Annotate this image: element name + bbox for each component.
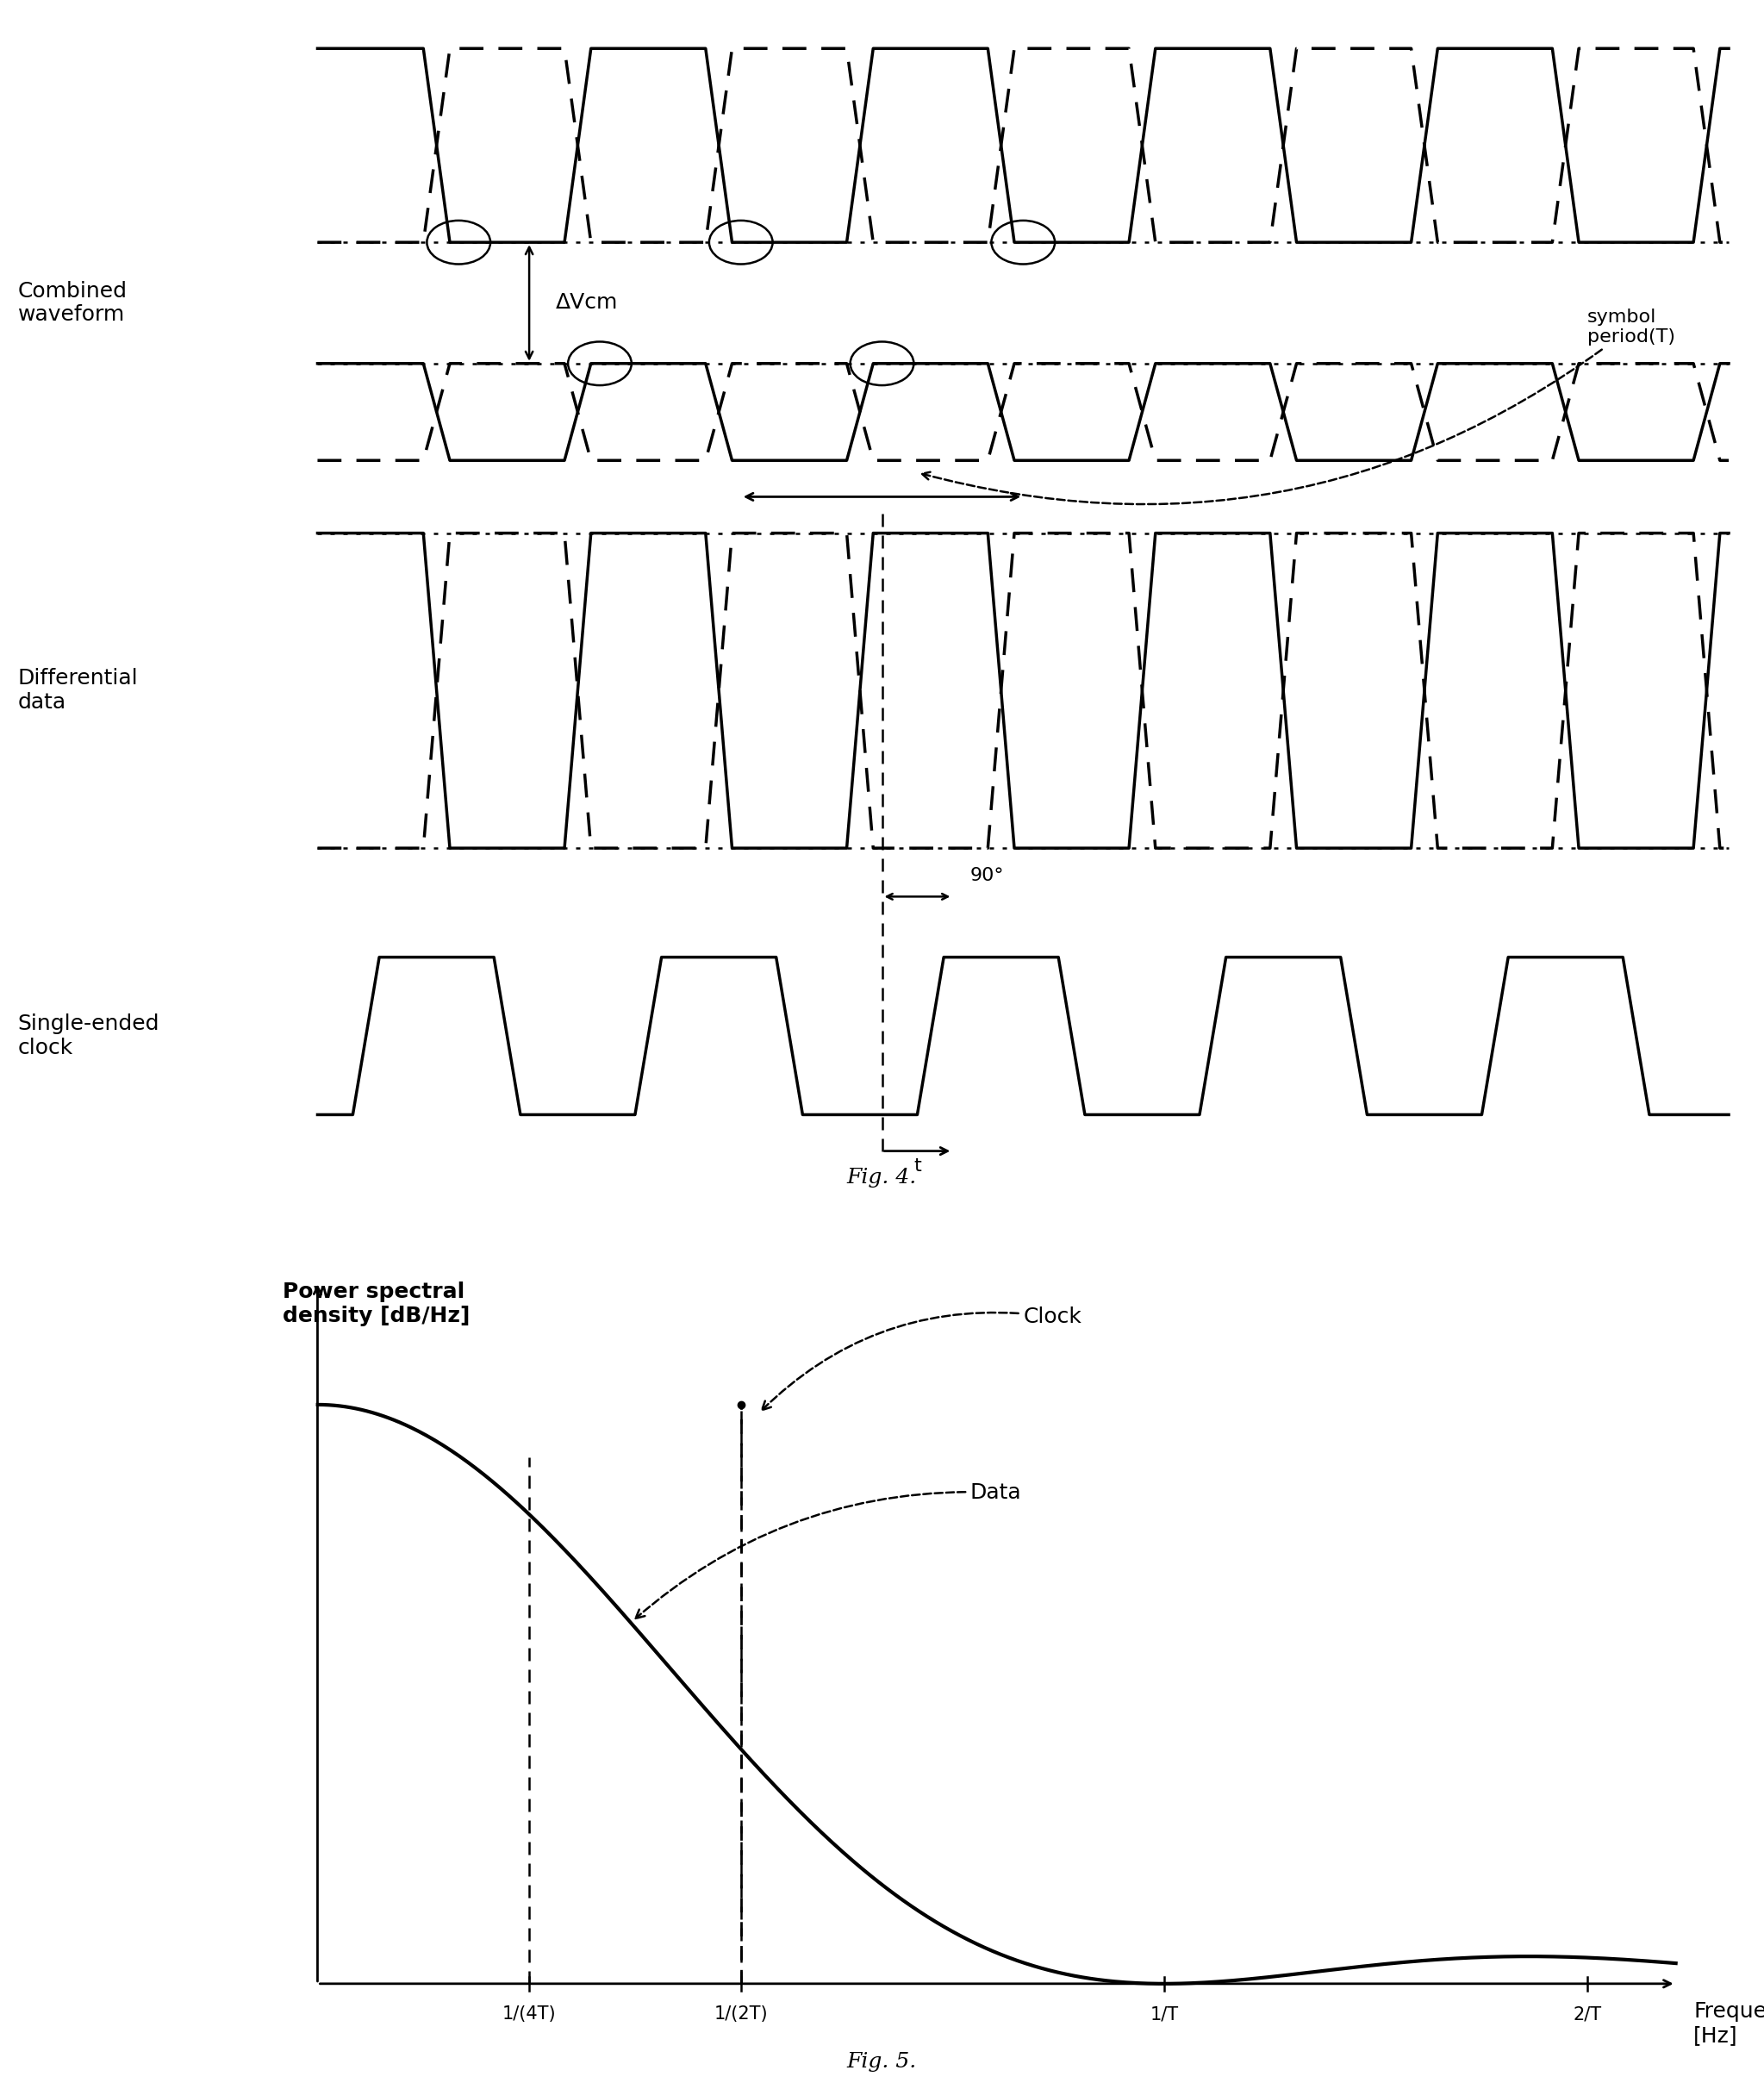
Text: Single-ended
clock: Single-ended clock: [18, 1013, 159, 1059]
Text: 1/(4T): 1/(4T): [503, 2005, 556, 2022]
Text: 1/T: 1/T: [1150, 2005, 1178, 2022]
Text: 2/T: 2/T: [1573, 2005, 1602, 2022]
Text: 90°: 90°: [970, 867, 1004, 884]
Text: Combined
waveform: Combined waveform: [18, 280, 127, 326]
Text: Fig. 5.: Fig. 5.: [847, 2051, 917, 2072]
Text: Frequency
[Hz]: Frequency [Hz]: [1693, 2001, 1764, 2045]
Text: t: t: [914, 1157, 921, 1174]
Text: symbol
period(T): symbol period(T): [923, 309, 1676, 503]
Text: Clock: Clock: [762, 1306, 1081, 1410]
Text: Power spectral
density [dB/Hz]: Power spectral density [dB/Hz]: [282, 1283, 469, 1327]
Text: Differential
data: Differential data: [18, 668, 138, 712]
Text: Fig. 4.: Fig. 4.: [847, 1168, 917, 1187]
Text: 1/(2T): 1/(2T): [714, 2005, 767, 2022]
Text: ΔVcm: ΔVcm: [556, 292, 617, 313]
Text: Data: Data: [635, 1481, 1021, 1619]
